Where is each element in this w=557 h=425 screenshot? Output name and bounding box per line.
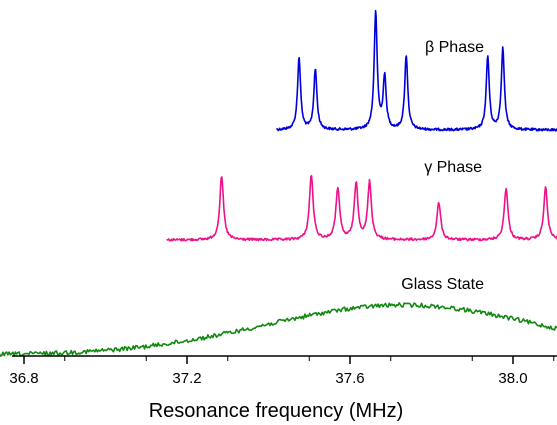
beta-phase-trace bbox=[275, 9, 557, 132]
x-axis-title: Resonance frequency (MHz) bbox=[149, 400, 404, 422]
spectrum-traces bbox=[0, 9, 557, 357]
gamma-phase-label: γ Phase bbox=[424, 159, 482, 176]
glass-state-label: Glass State bbox=[401, 276, 484, 293]
x-tick-label: 38.0 bbox=[498, 370, 527, 387]
x-tick-label: 36.8 bbox=[9, 370, 38, 387]
gamma-phase-trace bbox=[166, 174, 557, 242]
glass-state-trace bbox=[0, 302, 557, 357]
x-tick-label: 37.2 bbox=[172, 370, 201, 387]
x-tick-label: 37.6 bbox=[335, 370, 364, 387]
beta-phase-label: β Phase bbox=[425, 39, 484, 56]
x-axis-ticks: 36.837.237.638.038.4 bbox=[9, 356, 555, 387]
series-labels: β Phase γ Phase Glass State bbox=[401, 39, 484, 293]
